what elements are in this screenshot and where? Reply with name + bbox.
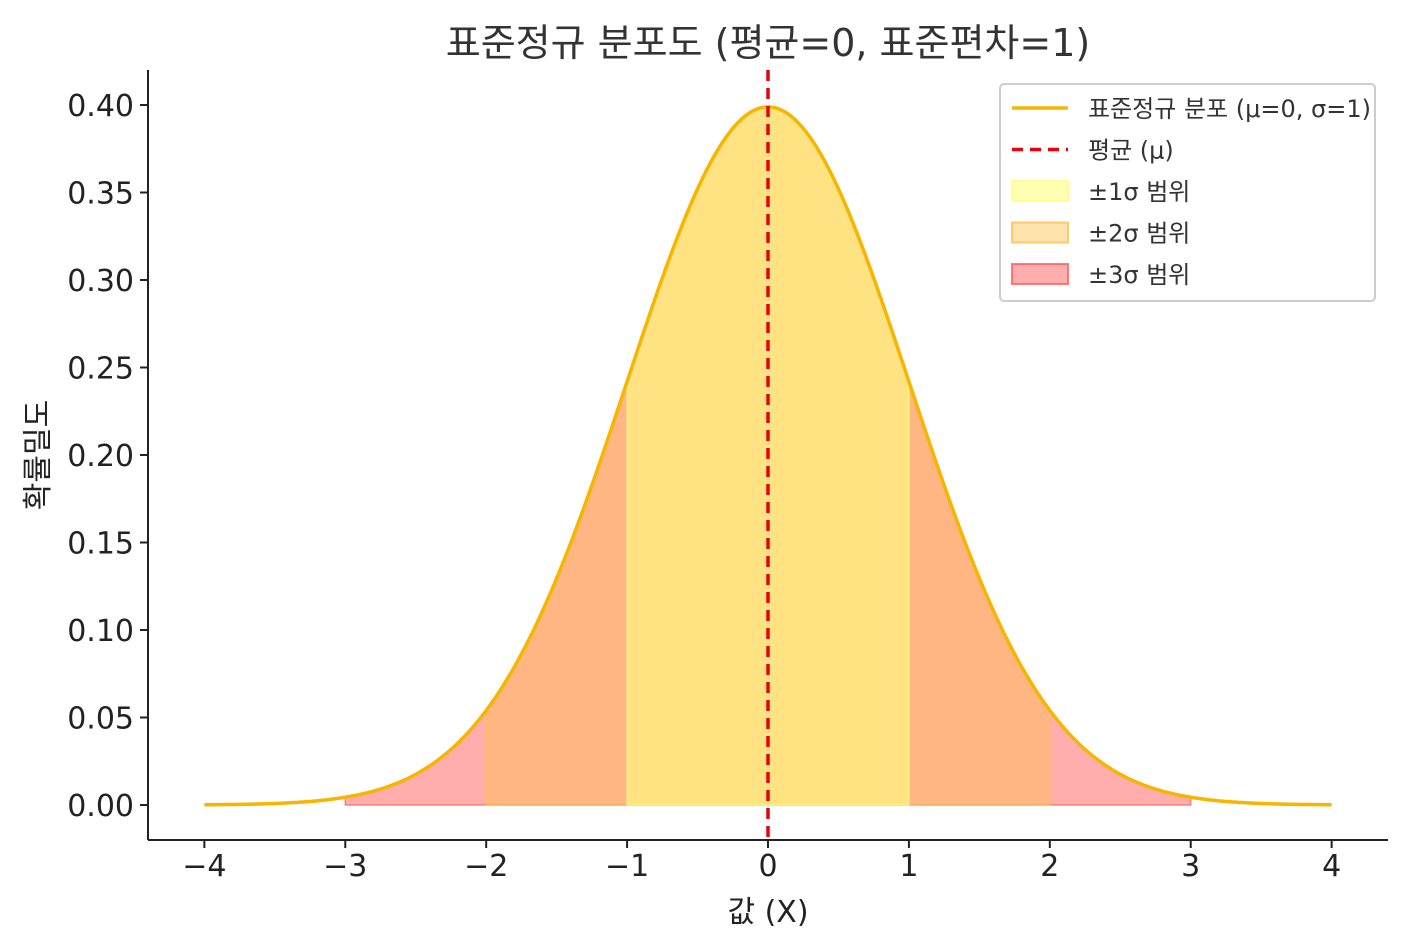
- chart-title: 표준정규 분포도 (평균=0, 표준편차=1): [446, 21, 1090, 65]
- legend: 표준정규 분포 (μ=0, σ=1) 평균 (μ) ±1σ 범위 ±2σ 범위 ±3σ …: [999, 83, 1376, 302]
- legend-swatch-patch: [1011, 221, 1069, 244]
- y-tick-label: 0.10: [67, 614, 134, 649]
- x-tick-label: −2: [464, 849, 508, 884]
- legend-label: 평균 (μ): [1088, 137, 1174, 165]
- legend-label: ±3σ 범위: [1088, 261, 1190, 289]
- y-tick-label: 0.00: [67, 789, 134, 824]
- x-tick-label: −1: [605, 849, 649, 884]
- x-tick-label: −3: [323, 849, 367, 884]
- x-axis-label: 값 (X): [727, 895, 808, 930]
- y-tick-label: 0.40: [67, 89, 134, 124]
- x-tick-label: 3: [1181, 849, 1200, 884]
- legend-label: ±1σ 범위: [1088, 178, 1190, 206]
- x-tick-label: −4: [182, 849, 226, 884]
- y-tick-label: 0.05: [67, 702, 134, 737]
- legend-box: [999, 83, 1376, 302]
- x-tick-label: 0: [758, 849, 777, 884]
- y-tick-label: 0.35: [67, 177, 134, 212]
- y-tick-label: 0.30: [67, 264, 134, 299]
- y-tick-label: 0.20: [67, 439, 134, 474]
- legend-label: ±2σ 범위: [1088, 220, 1190, 248]
- y-ticks: 0.00 0.05 0.10 0.15 0.20 0.25 0.30 0.35 0.40: [67, 89, 148, 824]
- x-tick-label: 4: [1322, 849, 1341, 884]
- legend-swatch-patch: [1011, 180, 1069, 202]
- legend-swatch-patch: [1011, 263, 1069, 285]
- y-axis-label: 확률밀도: [21, 400, 56, 510]
- y-tick-label: 0.25: [67, 352, 134, 387]
- x-ticks: −4 −3 −2 −1 0 1 2 3 4: [182, 840, 1341, 884]
- x-tick-label: 2: [1040, 849, 1059, 884]
- x-tick-label: 1: [899, 849, 918, 884]
- y-tick-label: 0.15: [67, 527, 134, 562]
- legend-label: 표준정규 분포 (μ=0, σ=1): [1088, 95, 1371, 123]
